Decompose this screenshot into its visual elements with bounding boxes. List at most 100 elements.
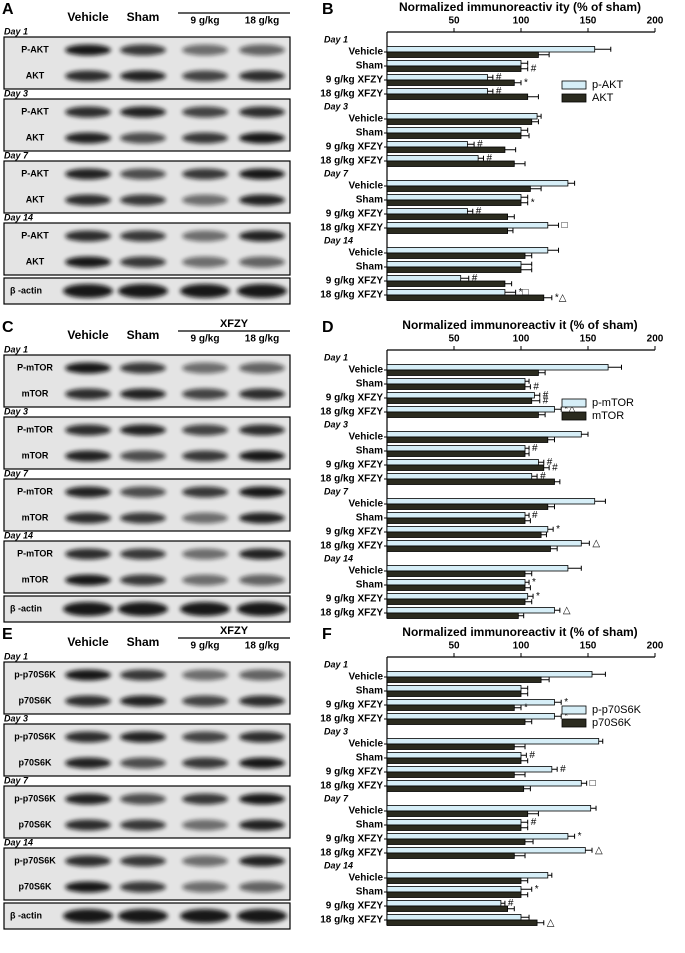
annotation: △ xyxy=(563,605,571,616)
blot-band xyxy=(65,695,111,707)
blot-band xyxy=(65,548,111,560)
category-label: Sham xyxy=(356,513,383,524)
x-tick-label: 150 xyxy=(580,641,597,652)
annotation: # xyxy=(477,139,483,150)
error-bar xyxy=(525,579,530,585)
blot-band xyxy=(239,194,285,206)
error-bar xyxy=(514,853,526,859)
blot-band xyxy=(120,106,166,118)
legend-label: p-AKT xyxy=(592,79,623,91)
error-bar xyxy=(554,699,562,705)
blot-band xyxy=(239,881,285,893)
error-bar xyxy=(504,147,517,153)
error-bar xyxy=(478,155,484,161)
blot-band xyxy=(120,855,166,867)
annotation: # xyxy=(508,898,514,909)
category-label: 18 g/kg XFZY xyxy=(320,781,383,792)
category-label: Vehicle xyxy=(349,806,384,817)
blot-band xyxy=(182,256,228,268)
blot-band xyxy=(65,855,111,867)
legend-swatch xyxy=(561,705,587,715)
error-bar xyxy=(554,406,562,412)
bar xyxy=(386,79,515,86)
chart-title: Normalized immunoreactiv it (% of sham) xyxy=(402,318,637,332)
blot-band xyxy=(65,256,111,268)
bar xyxy=(386,227,508,234)
blot-band xyxy=(182,106,228,118)
blot-band xyxy=(239,669,285,681)
bar xyxy=(386,478,555,485)
error-bar xyxy=(525,378,530,384)
legend-swatch xyxy=(561,718,587,728)
category-label: 18 g/kg XFZY xyxy=(320,608,383,619)
annotation: * xyxy=(532,577,536,588)
blot-band xyxy=(63,602,113,616)
blot-band xyxy=(182,695,228,707)
category-label: 9 g/kg XFZY xyxy=(326,901,384,912)
blot-band xyxy=(63,909,113,923)
error-bar xyxy=(541,532,547,538)
annotation: # xyxy=(529,750,535,761)
chart-title: Normalized immunoreactiv ity (% of sham) xyxy=(399,0,641,14)
loading-label: β -actin xyxy=(10,910,42,920)
bar xyxy=(386,565,569,572)
error-bar xyxy=(551,766,558,772)
bar xyxy=(386,199,522,206)
row-label: p-p70S6K xyxy=(14,731,56,741)
bar xyxy=(386,704,515,711)
blot-band xyxy=(120,44,166,56)
blot-band xyxy=(239,424,285,436)
bar xyxy=(386,905,508,912)
day-label: Day 14 xyxy=(324,860,353,870)
annotation: * xyxy=(564,697,568,708)
annotation: * xyxy=(524,702,528,713)
blot-band xyxy=(65,669,111,681)
bar xyxy=(386,503,549,510)
bar xyxy=(386,886,522,893)
blot-band xyxy=(239,486,285,498)
error-bar xyxy=(581,780,588,786)
blot-band xyxy=(180,284,230,298)
annotation: # xyxy=(533,381,539,392)
bar xyxy=(386,512,526,519)
bar xyxy=(386,919,538,926)
blot-band xyxy=(239,362,285,374)
bar xyxy=(386,378,526,385)
error-bar xyxy=(514,161,526,167)
blot-band xyxy=(182,388,228,400)
x-tick-label: 50 xyxy=(448,641,460,652)
blot-band xyxy=(120,512,166,524)
bar xyxy=(386,194,522,201)
annotation: * xyxy=(531,197,535,208)
category-label: 9 g/kg XFZY xyxy=(326,276,384,287)
category-label: Sham xyxy=(356,195,383,206)
column-label: 18 g/kg xyxy=(245,641,279,652)
annotation: # xyxy=(531,63,537,74)
blot-band xyxy=(239,450,285,462)
blot-band xyxy=(182,574,228,586)
error-bar xyxy=(527,593,534,599)
error-bar xyxy=(507,214,515,220)
blot-band xyxy=(182,855,228,867)
error-bar xyxy=(531,473,538,479)
bar xyxy=(386,294,545,301)
error-bar xyxy=(547,437,555,443)
column-label: Vehicle xyxy=(67,328,109,342)
annotation: # xyxy=(540,471,546,482)
annotation: # xyxy=(496,86,502,97)
day-label: Day 1 xyxy=(324,659,348,669)
blot-band xyxy=(182,881,228,893)
panel-letter: D xyxy=(322,319,334,336)
blot-band xyxy=(65,574,111,586)
bar xyxy=(386,118,533,125)
bar xyxy=(386,526,549,533)
blot-band xyxy=(239,757,285,769)
blot-band xyxy=(120,424,166,436)
bar xyxy=(386,598,526,605)
day-label: Day 14 xyxy=(324,235,353,245)
blot-band xyxy=(239,574,285,586)
bar xyxy=(386,498,596,505)
annotation: # xyxy=(496,72,502,83)
column-label: Vehicle xyxy=(67,635,109,649)
bar xyxy=(386,766,553,773)
